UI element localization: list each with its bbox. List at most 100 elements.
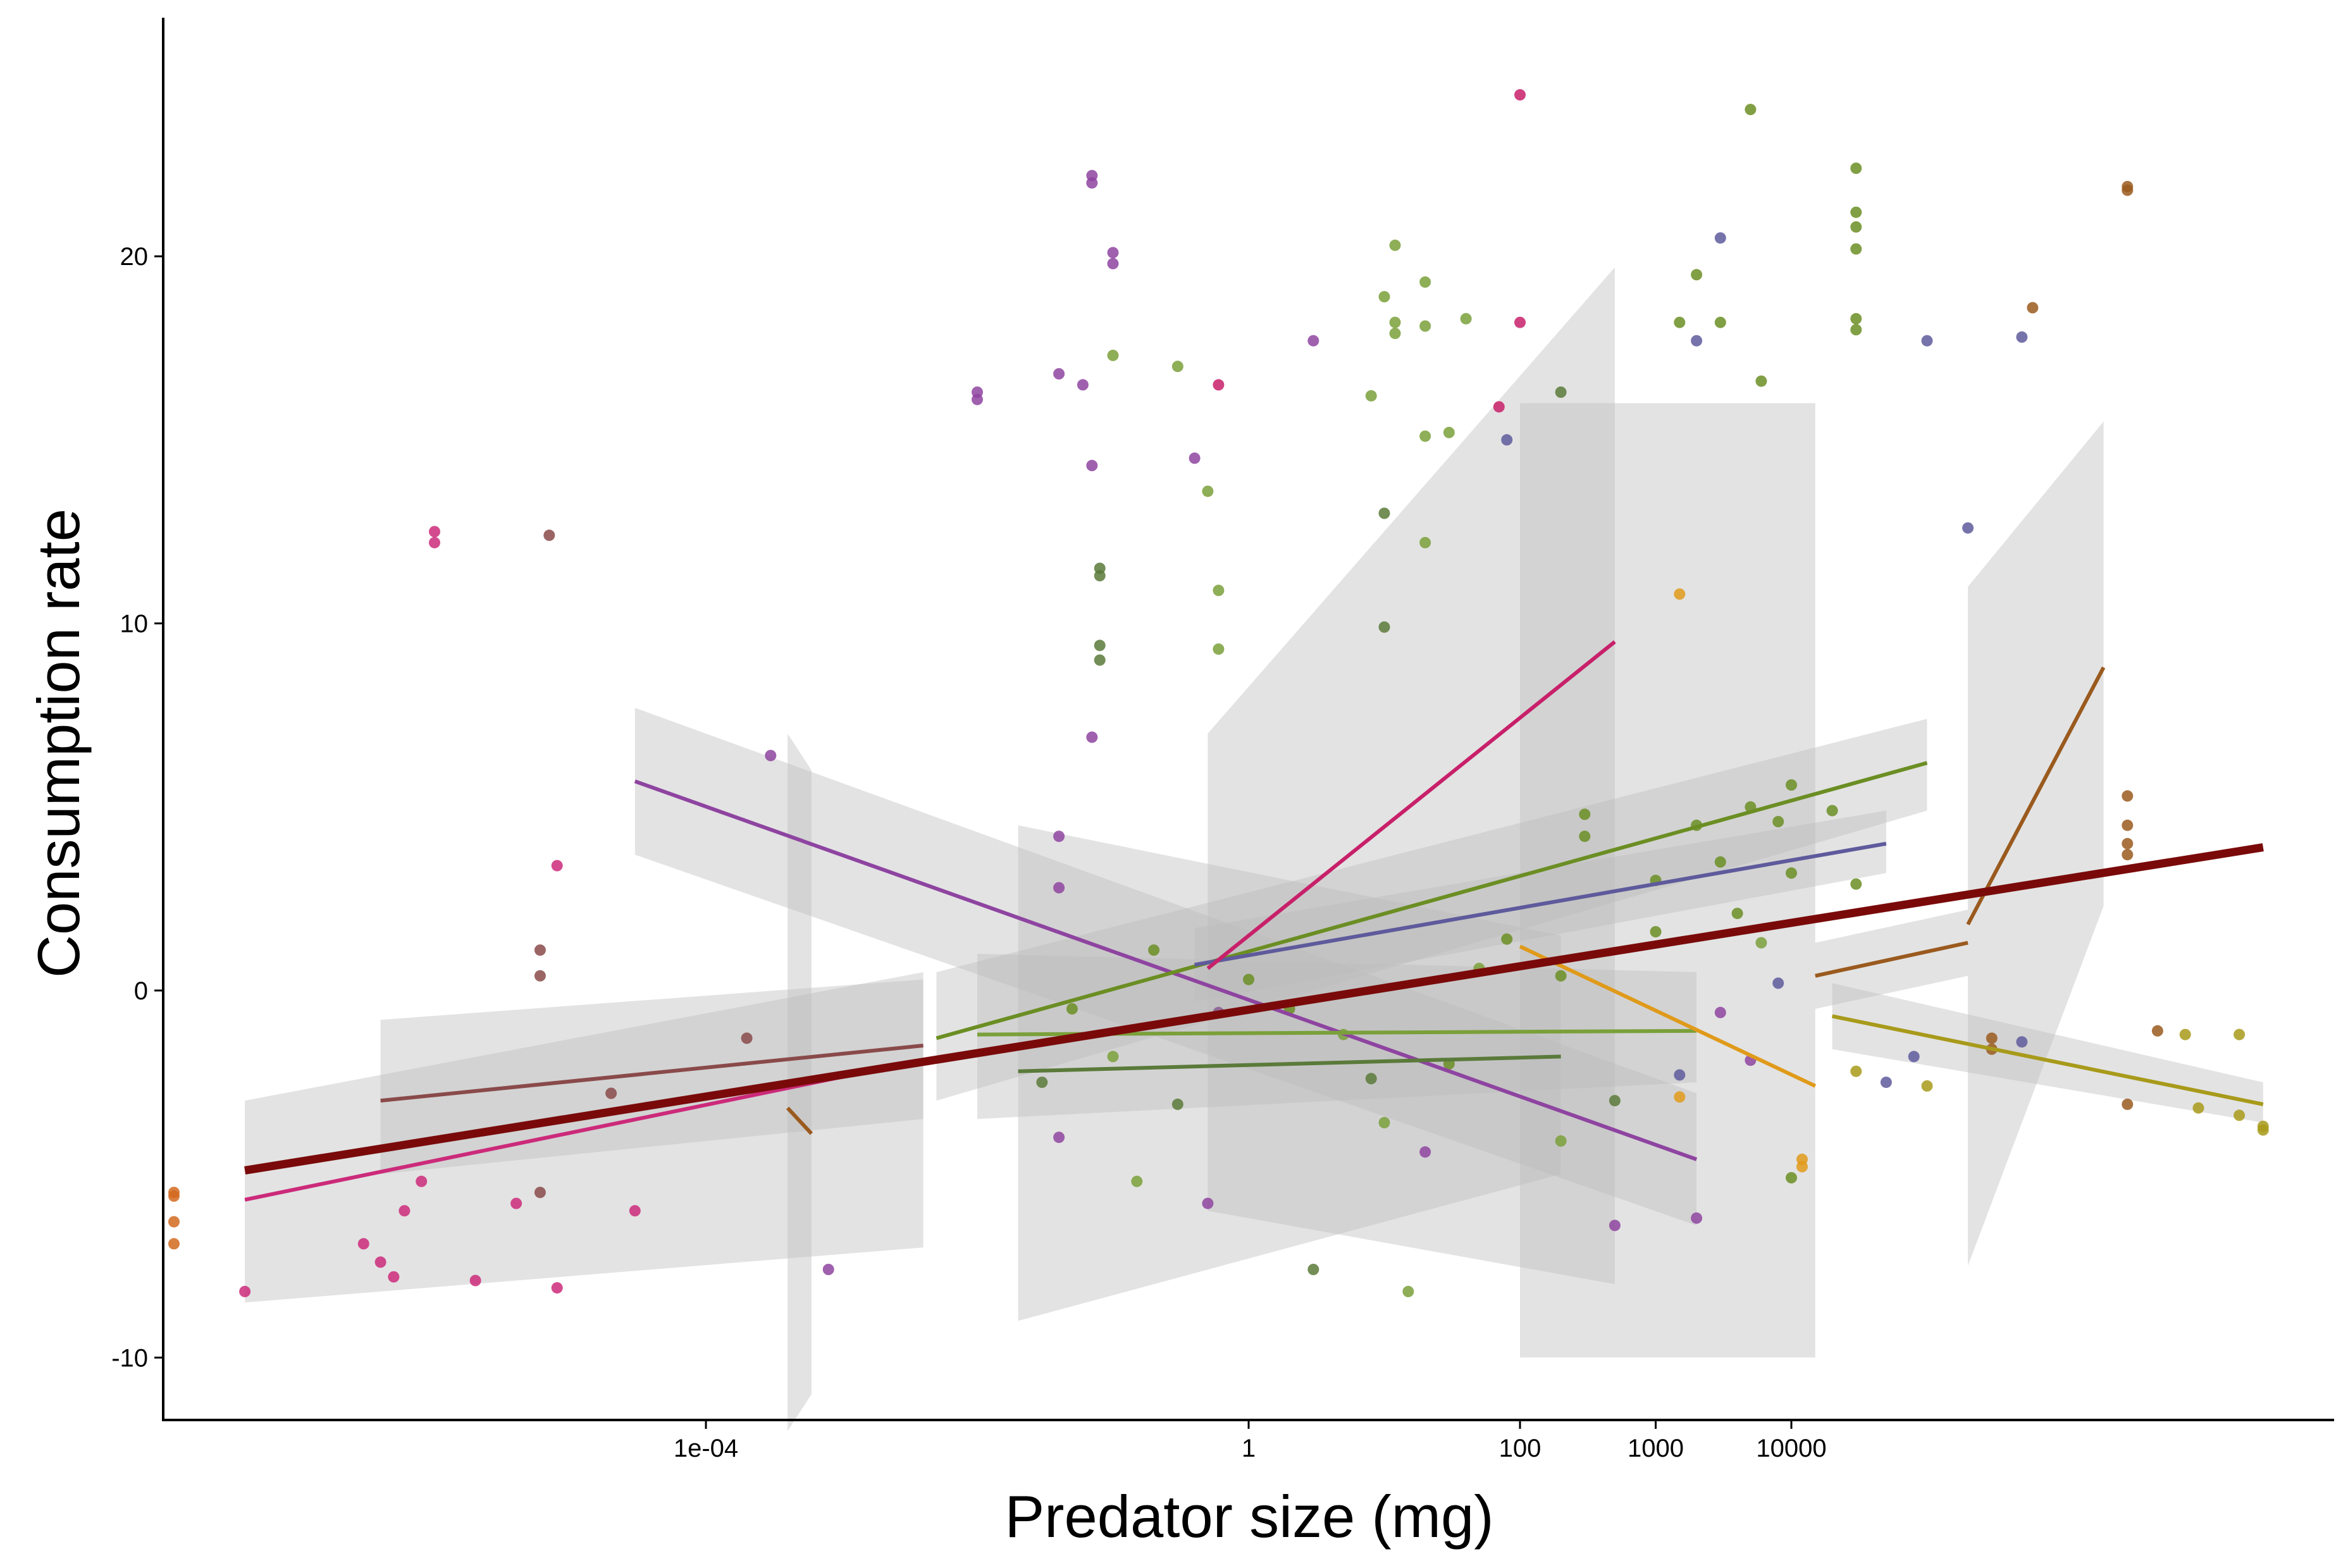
data-point [1674,316,1686,328]
fit-line-4 [786,1106,813,1135]
data-point [2257,1124,2269,1136]
data-point [1609,1219,1621,1232]
data-point [543,529,555,541]
data-point [1714,856,1726,868]
data-point [1772,977,1784,989]
data-point [1086,177,1098,189]
data-point [1731,908,1743,920]
fit-line-2 [380,1044,924,1103]
fit-line-11 [1815,941,1968,978]
y-tick-label: 10 [120,610,149,638]
data-point [239,1285,251,1297]
data-point [1493,401,1505,413]
data-point [1691,335,1703,347]
data-point [1674,1091,1686,1103]
fit-line-13 [1966,666,2106,925]
data-point [2016,1036,2028,1048]
data-point [1908,1051,1920,1063]
data-point [534,970,546,982]
data-point [1850,221,1862,233]
data-point [1419,320,1431,332]
x-axis-label: Predator size (mg) [1004,1483,1493,1550]
data-point [1189,452,1201,464]
data-point [1609,1095,1621,1107]
x-tick-label: 1000 [1628,1435,1684,1462]
data-point [1131,1175,1143,1187]
data-point [2234,1028,2246,1040]
axes: -10 0 10 20 1e-04 1 100 1000 10000 [111,18,2334,1462]
data-point [1365,1073,1377,1085]
data-points [168,89,2269,1297]
data-point [1714,316,1726,328]
data-point [1213,584,1225,596]
data-point [1066,1003,1078,1015]
data-point [1514,316,1526,328]
data-point [2234,1109,2246,1121]
data-point [1307,1264,1319,1275]
data-point [1036,1077,1048,1089]
data-point [1962,522,1974,534]
data-point [1419,430,1431,442]
data-point [510,1197,522,1209]
confidence-ribbon-3 [634,708,1697,1226]
data-point [1691,1212,1703,1224]
confidence-ribbon-5 [936,719,1927,1101]
data-point [1053,830,1065,843]
data-point [1772,816,1784,827]
data-point [416,1175,428,1187]
data-point [429,526,440,538]
data-point [168,1187,180,1199]
data-point [1094,654,1106,666]
data-point [1850,878,1862,890]
data-point [1714,232,1726,244]
data-point [1755,937,1767,949]
y-tick-label: 0 [134,977,148,1005]
y-tick-label: -10 [111,1344,148,1372]
data-point [605,1087,617,1099]
data-point [2027,302,2039,314]
data-point [1650,926,1662,938]
data-point [1213,643,1225,655]
data-point [2122,849,2134,861]
confidence-ribbon-1 [245,972,924,1303]
data-point [168,1238,180,1250]
data-point [1501,434,1513,446]
data-point [534,944,546,956]
data-point [551,1282,563,1294]
data-point [1107,349,1119,361]
data-point [1850,312,1862,324]
data-point [1389,328,1401,340]
data-point [2122,184,2134,196]
data-point [1850,324,1862,336]
data-point [1579,830,1591,843]
data-point [1880,1077,1892,1089]
data-point [1786,1172,1797,1183]
data-point [388,1271,400,1283]
data-point [1077,379,1089,391]
data-point [1243,973,1254,985]
data-point [429,536,440,548]
data-point [1053,368,1065,380]
data-point [1307,335,1319,347]
overall-fit [244,843,2264,1175]
data-point [1555,1135,1567,1147]
data-point [1202,1197,1214,1209]
data-point [1786,779,1797,791]
data-point [629,1205,641,1217]
data-point [2122,837,2134,849]
data-point [1555,386,1567,398]
data-point [1501,933,1513,945]
fit-line-10 [1519,944,1817,1088]
x-tick-label: 1 [1242,1435,1256,1462]
fit-line-5 [936,761,1928,1040]
data-point [1378,1116,1390,1128]
data-point [1714,1006,1726,1018]
fit-line-3 [634,779,1698,1161]
data-point [357,1238,369,1250]
data-point [1755,375,1767,387]
data-point [2192,1102,2204,1114]
confidence-ribbons [245,267,2263,1431]
x-tick-label: 1e-04 [674,1435,738,1462]
data-point [1850,206,1862,218]
fit-line-9 [1206,640,1616,970]
